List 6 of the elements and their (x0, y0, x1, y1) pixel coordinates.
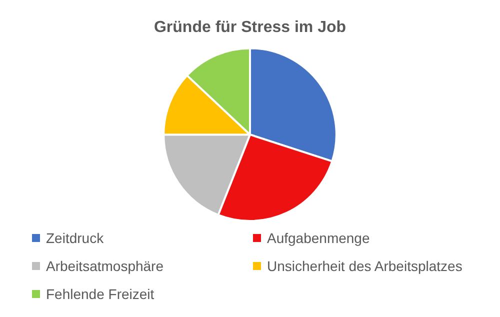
legend-label: Fehlende Freizeit (46, 286, 154, 302)
legend-label: Aufgabenmenge (267, 230, 370, 246)
chart-title: Gründe für Stress im Job (154, 19, 346, 36)
legend-label: Zeitdruck (46, 230, 104, 246)
legend-label: Arbeitsatmosphäre (46, 258, 164, 274)
legend-label: Unsicherheit des Arbeitsplatzes (267, 258, 462, 274)
